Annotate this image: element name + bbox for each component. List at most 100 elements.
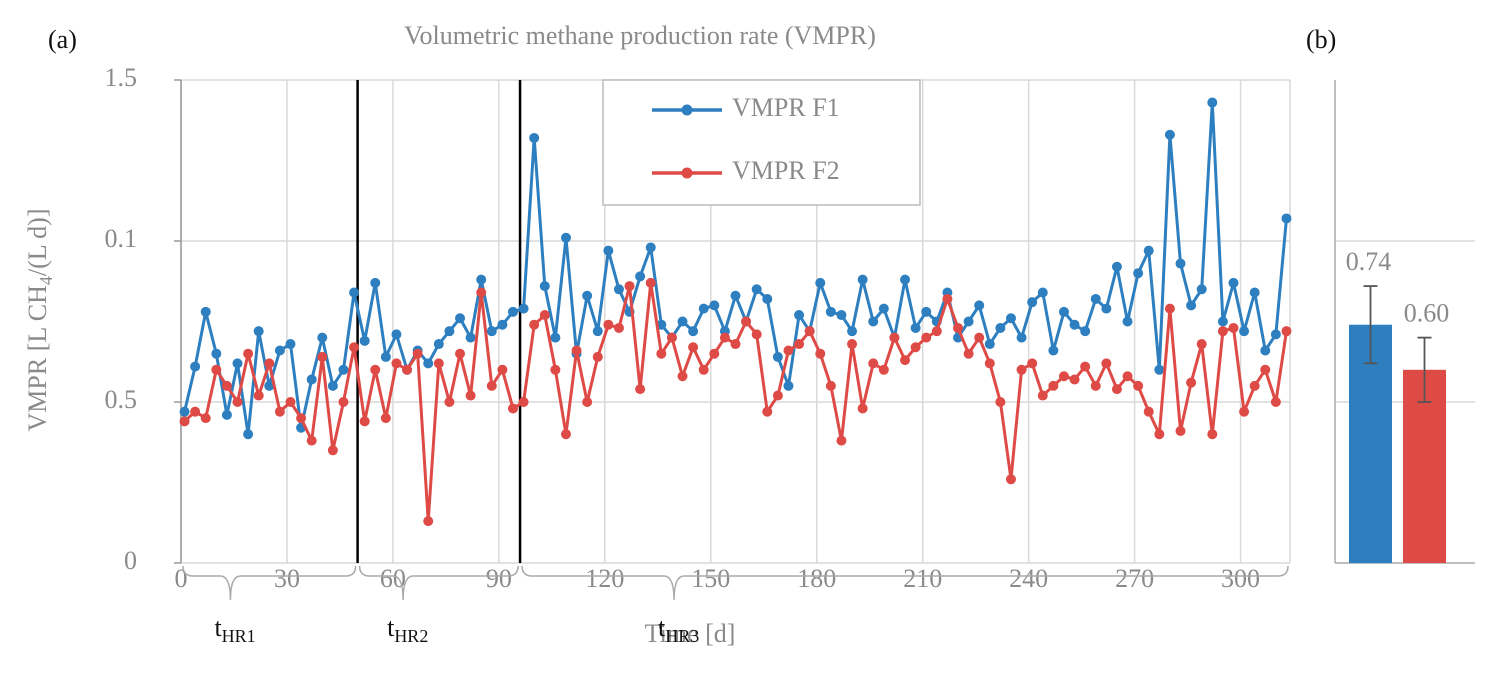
data-point	[624, 281, 635, 292]
data-point	[942, 293, 953, 304]
data-point	[815, 277, 826, 288]
x-axis-title: Time [d]	[645, 619, 736, 648]
data-point	[751, 329, 762, 340]
data-point	[317, 351, 328, 362]
y-tick-label: 0.1	[105, 224, 138, 253]
data-point	[1101, 358, 1112, 369]
x-tick-label: 180	[797, 564, 836, 593]
data-point	[1260, 364, 1271, 375]
data-point	[253, 390, 264, 401]
data-point	[1027, 358, 1038, 369]
data-point	[698, 303, 709, 314]
data-point	[836, 310, 847, 321]
data-point	[1016, 364, 1027, 375]
data-point	[274, 345, 285, 356]
data-point	[688, 342, 699, 353]
data-point	[507, 403, 518, 414]
data-point	[1133, 380, 1144, 391]
data-point	[783, 380, 794, 391]
data-point	[380, 351, 391, 362]
value-label: 0.74	[1346, 247, 1392, 276]
data-point	[1239, 406, 1250, 417]
data-point	[1217, 326, 1228, 337]
data-point	[1154, 364, 1165, 375]
y-axis-title-text: VMPR [L CH	[23, 285, 52, 432]
legend-box	[602, 79, 921, 206]
data-point	[709, 348, 720, 359]
data-point	[1249, 287, 1260, 298]
data-point	[857, 403, 868, 414]
y-tick-label: 1.5	[105, 63, 138, 92]
data-point	[645, 242, 656, 253]
data-point	[910, 342, 921, 353]
data-point	[1090, 380, 1101, 391]
data-point	[296, 413, 307, 424]
data-point	[772, 390, 783, 401]
data-point	[391, 329, 402, 340]
phase-label-sub: HR3	[665, 626, 699, 646]
data-point	[709, 300, 720, 311]
panel-label: (b)	[1306, 25, 1336, 54]
data-point	[1207, 97, 1218, 108]
data-point	[1005, 313, 1016, 324]
data-point	[359, 416, 370, 427]
data-point	[698, 364, 709, 375]
phase-label-sub: HR2	[394, 626, 428, 646]
data-point	[190, 406, 201, 417]
data-point	[1090, 293, 1101, 304]
x-tick-label: 270	[1115, 564, 1154, 593]
data-point	[412, 348, 423, 359]
data-point	[1154, 429, 1165, 440]
x-tick-label: 0	[175, 564, 188, 593]
data-point	[1111, 384, 1122, 395]
data-point	[179, 416, 190, 427]
data-point	[518, 303, 529, 314]
data-point	[762, 406, 773, 417]
x-tick-label: 300	[1221, 564, 1260, 593]
data-point	[349, 342, 360, 353]
data-point	[878, 364, 889, 375]
data-point	[1080, 326, 1091, 337]
data-point	[1196, 284, 1207, 295]
data-point	[1027, 297, 1038, 308]
data-point	[1207, 429, 1218, 440]
data-point	[719, 332, 730, 343]
data-point	[497, 364, 508, 375]
data-point	[349, 287, 360, 298]
data-point	[931, 326, 942, 337]
data-point	[380, 413, 391, 424]
data-point	[264, 358, 275, 369]
data-point	[847, 339, 858, 350]
data-point	[921, 332, 932, 343]
data-point	[1048, 380, 1059, 391]
data-point	[211, 348, 222, 359]
x-tick-label: 90	[486, 564, 512, 593]
data-point	[571, 345, 582, 356]
legend-marker	[681, 167, 693, 179]
data-point	[211, 364, 222, 375]
data-point	[1228, 277, 1239, 288]
data-point	[1249, 380, 1260, 391]
data-point	[243, 429, 254, 440]
data-point	[613, 322, 624, 333]
data-point	[221, 409, 232, 420]
y-axis-title-sub: 4	[36, 276, 56, 285]
data-point	[677, 371, 688, 382]
phase-label: tHR3	[658, 613, 699, 646]
data-point	[953, 322, 964, 333]
data-point	[741, 316, 752, 327]
data-point	[815, 348, 826, 359]
phase-brace	[521, 565, 1289, 601]
data-point	[539, 310, 550, 321]
data-point	[889, 332, 900, 343]
data-point	[1122, 316, 1133, 327]
data-point	[1058, 371, 1069, 382]
data-point	[1101, 303, 1112, 314]
data-point	[984, 339, 995, 350]
data-point	[1037, 390, 1048, 401]
data-point	[529, 132, 540, 143]
data-point	[327, 380, 338, 391]
data-point	[423, 358, 434, 369]
legend-label: VMPR F2	[732, 156, 840, 185]
data-point	[285, 397, 296, 407]
